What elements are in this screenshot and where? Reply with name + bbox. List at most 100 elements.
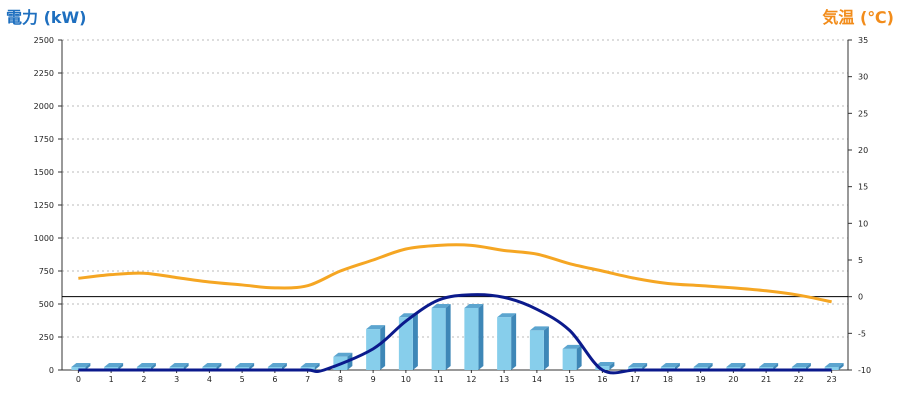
x-tick-label: 2 [141,375,146,384]
right-tick-label: -10 [858,366,871,375]
bar-side [281,363,287,370]
x-tick-label: 14 [532,375,542,384]
left-tick-label: 0 [49,366,54,375]
bar-side [740,363,746,370]
right-tick-label: 35 [858,36,868,45]
bar-face [595,366,610,370]
bar [398,313,418,370]
bar-side [216,363,222,370]
bar-top [104,363,124,367]
bar-top [824,363,844,367]
bar-top [202,363,222,367]
bar-side [183,363,189,370]
bar [595,362,615,370]
bar-side [412,313,418,370]
bar-side [249,363,255,370]
bar-face [497,317,512,370]
bar-face [431,307,446,370]
bar-side [674,363,680,370]
bar-top [791,363,811,367]
bar-face [562,348,577,370]
bar-side [380,325,386,370]
bar-top [628,363,648,367]
right-tick-label: -5 [858,329,866,338]
left-tick-label: 1500 [34,168,54,177]
bar-side [576,344,582,370]
x-tick-label: 15 [565,375,575,384]
bar-top [595,362,615,367]
left-axis-title: 電力 (kW) [6,8,87,27]
x-tick-label: 7 [305,375,310,384]
right-tick-label: 25 [858,109,868,118]
bar-top [235,363,255,367]
bar-top [267,363,287,367]
bar-side [805,363,811,370]
x-tick-label: 9 [371,375,376,384]
left-tick-label: 1000 [34,234,54,243]
bar-side [511,313,517,370]
left-tick-label: 2250 [34,69,54,78]
bar-side [85,363,91,370]
temperature-line [78,243,832,304]
bar-face [529,330,544,370]
x-tick-label: 17 [630,375,640,384]
x-tick-label: 12 [466,375,476,384]
bar-top [431,303,451,308]
x-tick-label: 11 [434,375,444,384]
bar-top [529,326,549,331]
x-tick-label: 4 [207,375,212,384]
left-tick-label: 250 [39,333,54,342]
x-tick-label: 13 [499,375,509,384]
bar-side [707,363,713,370]
x-tick-label: 1 [109,375,114,384]
bar [464,303,484,370]
right-tick-label: 10 [858,219,868,228]
x-tick-label: 0 [76,375,81,384]
bar-side [314,363,320,370]
left-tick-label: 2000 [34,102,54,111]
right-tick-label: 20 [858,146,868,155]
left-tick-label: 1750 [34,135,54,144]
right-axis-title: 気温 (℃) [822,8,894,27]
bar-face [398,317,413,370]
left-tick-label: 1250 [34,201,54,210]
left-tick-label: 500 [39,300,54,309]
x-tick-label: 16 [597,375,607,384]
left-tick-label: 750 [39,267,54,276]
line-series [78,243,832,375]
axes [58,39,852,373]
bar-side [543,326,549,370]
bar-top [300,363,320,367]
x-tick-label: 6 [272,375,277,384]
bar-face [464,307,479,370]
right-tick-label: 0 [858,293,863,302]
bar-top [693,363,713,367]
bar [431,303,451,370]
bar-top [366,325,386,330]
right-tick-label: 15 [858,183,868,192]
x-tick-label: 8 [338,375,343,384]
right-tick-label: 5 [858,256,863,265]
bar [529,326,549,370]
bar-top [464,303,484,308]
x-tick-label: 18 [663,375,673,384]
x-tick-label: 20 [728,375,738,384]
bar-top [136,363,156,367]
x-tick-label: 23 [827,375,837,384]
bar [497,313,517,370]
bar [562,344,582,370]
bar-side [150,363,156,370]
bar-side [445,303,451,370]
gridlines [62,39,848,338]
x-tick-label: 22 [794,375,804,384]
bar-top [759,363,779,367]
x-tick-label: 19 [696,375,706,384]
bar-side [118,363,124,370]
x-tick-label: 3 [174,375,179,384]
x-tick-label: 10 [401,375,411,384]
right-tick-label: 30 [858,73,868,82]
bar-top [660,363,680,367]
bar-side [609,362,615,370]
bar-top [333,352,353,357]
